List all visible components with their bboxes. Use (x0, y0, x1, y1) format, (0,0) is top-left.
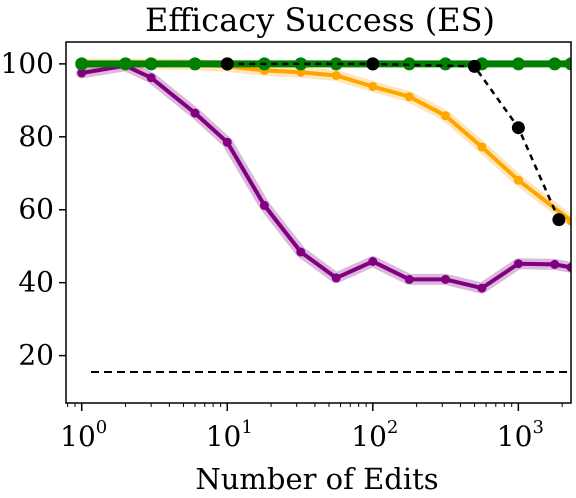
series-0-point-9 (404, 92, 414, 102)
series-0-point-10 (441, 111, 450, 121)
series-2-point-13 (548, 57, 562, 71)
x-axis-label: Number of Edits (195, 462, 438, 496)
series-0-point-7 (331, 71, 341, 80)
series-0-point-6 (296, 67, 306, 77)
series-0-point-12 (513, 175, 523, 185)
series-0-point-11 (477, 142, 487, 152)
series-2-point-14 (564, 57, 571, 71)
series-1-point-7 (331, 273, 341, 283)
series-1-point-11 (477, 283, 487, 293)
series-1-point-3 (190, 108, 200, 118)
series-3-point-0 (220, 57, 234, 71)
y-tick-label-2: 60 (18, 193, 54, 226)
series-1-point-13 (550, 259, 560, 269)
series-2-point-7 (329, 57, 343, 71)
series-2-point-6 (294, 57, 308, 71)
series-0-point-8 (368, 82, 378, 91)
chart-title: Efficacy Success (ES) (145, 1, 495, 39)
series-1-point-0 (77, 68, 87, 78)
series-1-point-9 (404, 274, 414, 284)
series-1-point-12 (513, 259, 523, 269)
x-tick-label-3: 103 (497, 417, 544, 453)
y-tick-label-4: 100 (1, 47, 54, 80)
plot-clip-group (75, 57, 571, 374)
plot-frame (65, 41, 572, 404)
series-1-point-8 (368, 257, 378, 266)
series-1-point-6 (296, 247, 306, 257)
series-1 (76, 60, 571, 294)
series-1-point-10 (441, 274, 450, 284)
series-1-point-14 (566, 262, 571, 272)
x-tick-label-2: 102 (351, 417, 398, 453)
plot-area (75, 57, 571, 374)
series-2-point-2 (144, 57, 158, 71)
series-1-point-5 (259, 200, 269, 210)
series-3-point-2 (468, 59, 481, 73)
y-tick-label-0: 20 (18, 339, 54, 372)
series-3-point-4 (552, 213, 566, 227)
series-1-point-4 (222, 137, 232, 147)
series-2-point-12 (511, 57, 525, 71)
x-tick-label-0: 100 (60, 417, 107, 453)
series-3-point-3 (511, 121, 525, 135)
series-1-point-2 (146, 73, 156, 83)
series-2 (75, 57, 571, 71)
series-3-point-1 (366, 57, 380, 71)
y-tick-label-1: 40 (18, 266, 54, 299)
series-3 (220, 57, 566, 227)
series-2-point-0 (75, 57, 89, 71)
series-2-point-10 (439, 57, 452, 71)
series-0-point-13 (566, 216, 571, 226)
series-2-point-1 (119, 57, 132, 71)
x-tick-label-1: 101 (206, 417, 253, 453)
y-tick-label-3: 80 (18, 120, 54, 153)
series-2-point-3 (188, 57, 202, 71)
axes: 20 40 60 80 100 100 101 102 103 (1, 41, 572, 453)
